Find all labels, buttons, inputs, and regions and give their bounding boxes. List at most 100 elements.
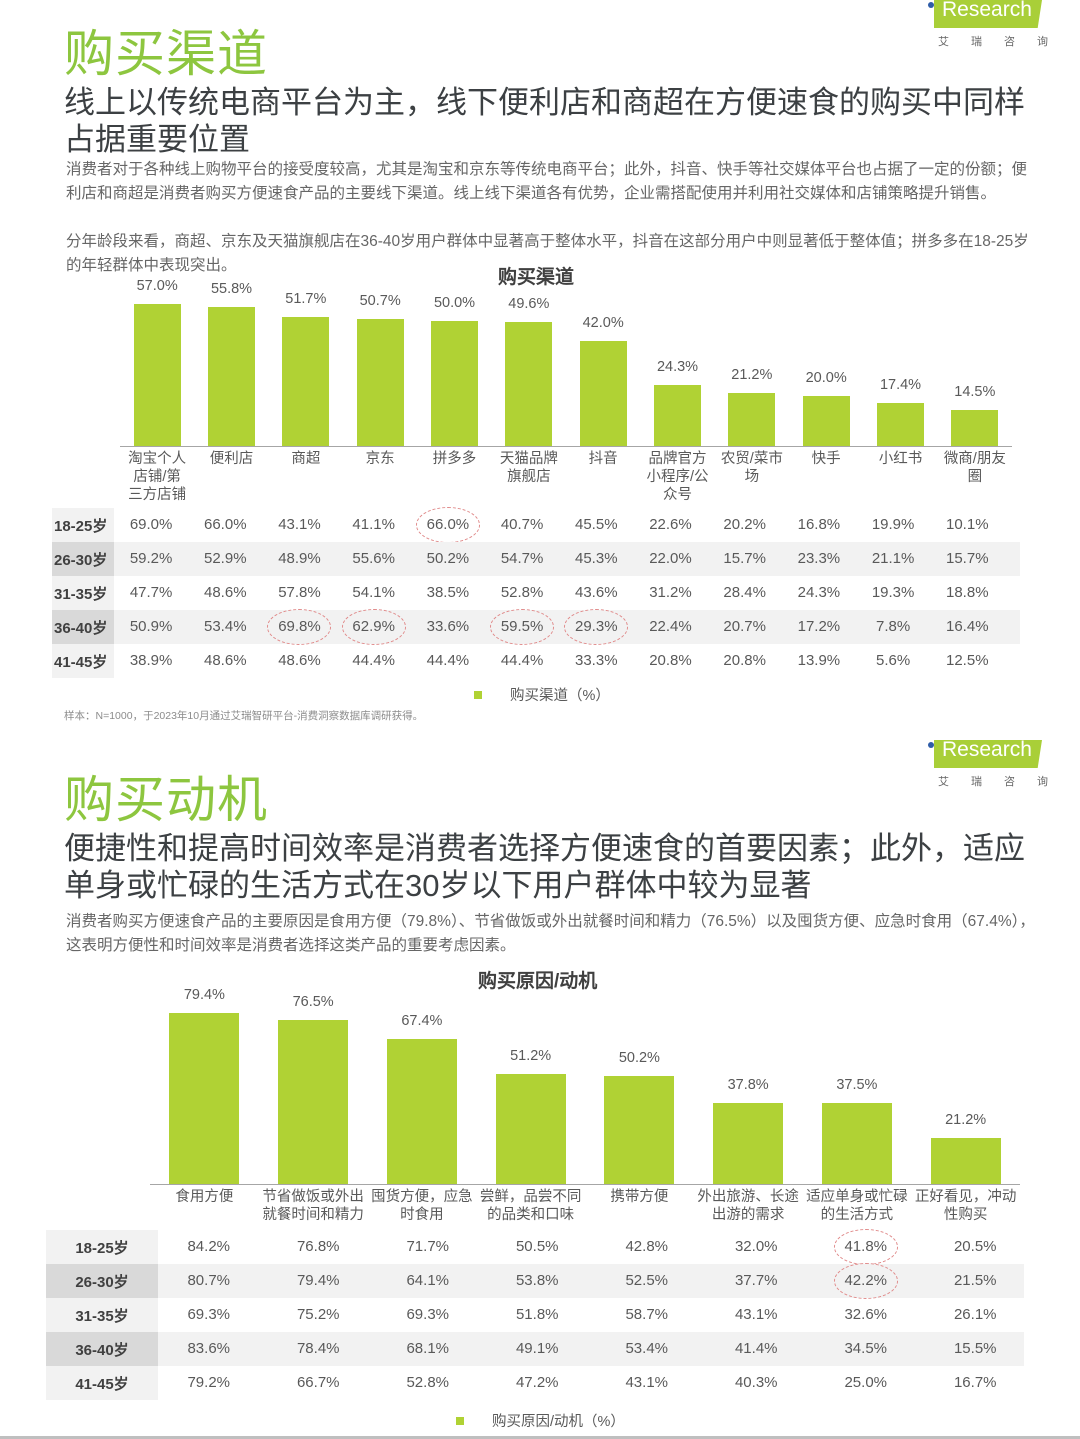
category-label-line: 时食用 [400, 1207, 444, 1223]
highlighted-cell: 41.8% [811, 1230, 921, 1264]
category-label-line: 快手 [811, 451, 841, 467]
x-axis-line [150, 1184, 1020, 1185]
table-cell: 18.8% [946, 584, 989, 601]
table-cell: 66.7% [296, 1374, 340, 1391]
table-cell: 37.7% [734, 1272, 778, 1289]
table-cell: 79.2% [187, 1374, 231, 1391]
iresearch-logo: Research 艾 瑞 咨 询 [926, 738, 1048, 790]
table-cell: 52.9% [204, 550, 247, 567]
bar-value-label: 67.4% [401, 1013, 443, 1030]
table-row: 41-45岁 79.2% 66.7% 52.8% 47.2% 43.1% 40.3% 25.0… [46, 1366, 1024, 1400]
highlighted-cell: 66.0% [411, 508, 485, 542]
logo-char: 艾 [938, 776, 949, 788]
table-row: 31-35岁 69.3% 75.2% 69.3% 51.8% 58.7% 43.1% 32.6… [46, 1298, 1024, 1332]
category-label-line: 场 [744, 469, 760, 485]
motivation-age-table: 18-25岁 84.2% 76.8% 71.7% 50.5% 42.8% 32.0% 41.8… [46, 1230, 1024, 1402]
highlighted-cell: 29.3% [559, 610, 633, 644]
table-row: 26-30岁 59.2% 52.9% 48.9% 55.6% 50.2% 54.7% 45.3… [52, 542, 1020, 576]
table-cell: 44.4% [352, 652, 395, 669]
table-row: 26-30岁 80.7% 79.4% 64.1% 53.8% 52.5% 37.7% 42.2… [46, 1264, 1024, 1298]
bar-value-label: 57.0% [136, 277, 178, 294]
category-label-line: 品牌官方 [648, 451, 707, 467]
table-cell: 15.7% [946, 550, 989, 567]
category-label-line: 众号 [663, 487, 692, 503]
table-cell: 69.3% [187, 1306, 231, 1323]
bar-value-label: 76.5% [292, 993, 334, 1010]
highlighted-cell: 59.5% [485, 610, 559, 644]
legend-swatch [456, 1416, 464, 1425]
table-cell: 33.3% [575, 652, 618, 669]
sample-note: 样本：N=1000，于2023年10月通过艾瑞智研平台-消费洞察数据库调研获得。 [64, 710, 424, 722]
category-label-line: 三方店铺 [128, 487, 187, 503]
table-cell: 45.5% [575, 516, 618, 533]
body-paragraph-2: 分年龄段来看，商超、京东及天猫旗舰店在36-40岁用户群体中显著高于整体水平，抖… [66, 233, 1029, 274]
motivation-bar-chart: 79.4% 食用方便 76.5% 节省做饭或外出 就餐时间和精力 67.4% 囤货方便，应急… [150, 980, 1020, 1228]
logo-char: 咨 [1004, 36, 1015, 48]
table-cell: 32.0% [734, 1238, 778, 1255]
x-axis-line [120, 446, 1012, 447]
logo-char: 瑞 [971, 776, 982, 788]
bar-value-label: 21.2% [945, 1112, 987, 1129]
category-label-line: 农贸/菜市 [720, 451, 783, 467]
category-label-line: 小红书 [878, 451, 923, 467]
bar-value-label: 21.2% [731, 367, 773, 383]
category-label: 食用方便 [148, 1188, 260, 1206]
table-cell: 19.3% [871, 584, 915, 601]
table-cell: 20.7% [723, 618, 766, 635]
bar-value-label: 51.7% [285, 290, 327, 307]
section-title: 购买动机 [64, 772, 268, 828]
category-label: 节省做饭或外出 就餐时间和精力 [257, 1188, 369, 1224]
channel-bar-chart: 57.0% 淘宝个人 店铺/第 三方店铺 55.8% 便利店 51.7% 商超 50.7% 京东 5… [120, 270, 1020, 510]
bar-value-label: 42.0% [582, 315, 624, 331]
logo-text: Research [942, 738, 1032, 761]
highlighted-cell: 62.9% [337, 610, 411, 644]
table-cell: 49.1% [515, 1340, 559, 1357]
table-cell: 43.1% [625, 1374, 669, 1391]
table-cell: 52.8% [406, 1374, 450, 1391]
table-cell: 33.6% [426, 618, 470, 635]
table-cell: 20.5% [953, 1238, 997, 1255]
category-label: 商超 [260, 450, 352, 468]
age-group-label: 26-30岁 [52, 542, 114, 576]
table-cell: 21.1% [871, 550, 915, 567]
bar [713, 1102, 784, 1184]
table-cell: 40.3% [734, 1374, 778, 1391]
table-cell: 55.6% [352, 550, 395, 567]
body-paragraph-1: 消费者购买方便速食产品的主要原因是食用方便（79.8%）、节省做饭或外出就餐时间… [66, 913, 1035, 954]
bar [505, 322, 553, 446]
logo-chinese: 艾 瑞 咨 询 [938, 773, 1048, 789]
bar-value-label: 14.5% [954, 383, 996, 400]
table-cell: 5.6% [875, 652, 911, 669]
table-row: 18-25岁 69.0% 66.0% 43.1% 41.1% 66.0% 40.7% 45.5… [52, 508, 1020, 542]
category-label: 淘宝个人 店铺/第 三方店铺 [111, 450, 203, 504]
bar [877, 402, 924, 446]
category-label-line: 节省做饭或外出 [262, 1189, 364, 1205]
headline: 线上以传统电商平台为主，线下便利店和商超在方便速食的购买中同样占据重要位置 [64, 85, 1025, 157]
table-cell: 10.1% [946, 516, 989, 533]
category-label-line: 食用方便 [175, 1189, 234, 1205]
bar [951, 409, 999, 446]
table-cell: 32.6% [844, 1306, 888, 1323]
table-cell: 48.6% [204, 652, 247, 669]
table-cell: 28.4% [723, 584, 766, 601]
category-label-line: 店铺/第 [133, 469, 181, 485]
table-cell: 84.2% [187, 1238, 231, 1255]
category-label: 正好看见，冲动 性购买 [910, 1188, 1022, 1224]
table-cell: 75.2% [296, 1306, 340, 1323]
chart-legend: 购买原因/动机（%） [456, 1410, 625, 1431]
bar-value-label: 55.8% [210, 280, 253, 297]
category-label-line: 商超 [291, 451, 321, 467]
category-label-line: 便利店 [209, 451, 254, 467]
bar [282, 316, 330, 446]
category-label: 拼多多 [409, 450, 501, 468]
table-row: 31-35岁 47.7% 48.6% 57.8% 54.1% 38.5% 52.8% 43.6… [52, 576, 1020, 610]
age-group-label: 31-35岁 [52, 576, 114, 610]
table-cell: 22.4% [649, 618, 692, 635]
table-cell: 57.8% [278, 584, 321, 601]
category-label: 快手 [780, 450, 872, 468]
bar [386, 1039, 457, 1184]
headline: 便捷性和提高时间效率是消费者选择方便速食的首要因素；此外，适应单身或忙碌的生活方… [64, 831, 1025, 903]
section-title: 购买渠道 [64, 26, 268, 82]
category-label-line: 抖音 [588, 451, 618, 467]
category-label-line: 携带方便 [610, 1189, 669, 1205]
